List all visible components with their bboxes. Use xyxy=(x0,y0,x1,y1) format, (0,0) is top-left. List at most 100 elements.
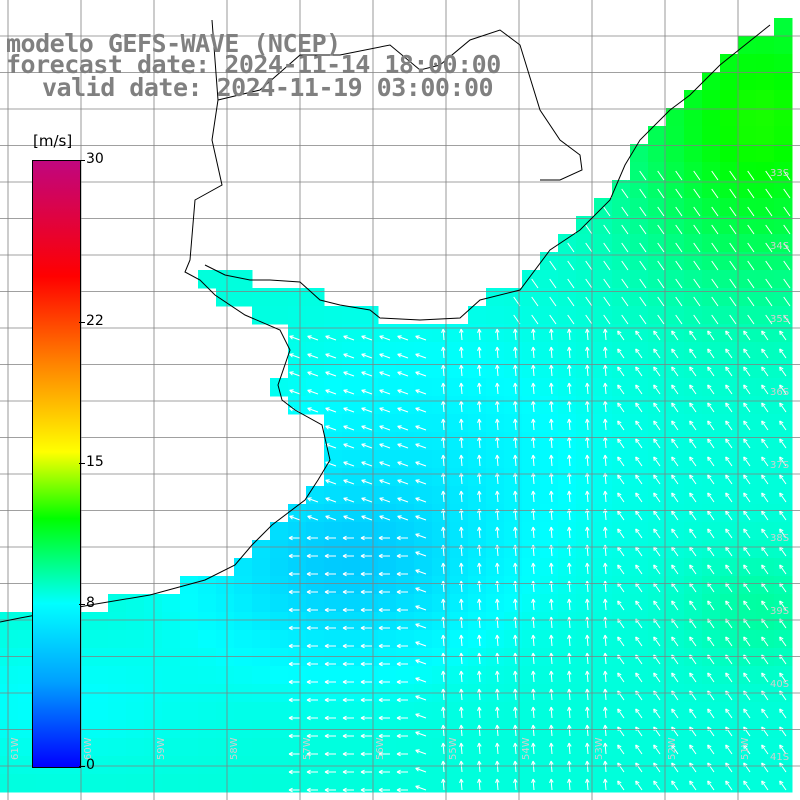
wind-cell xyxy=(324,342,343,361)
wind-cell xyxy=(720,504,739,523)
wind-cell xyxy=(270,558,289,577)
wind-cell xyxy=(486,414,505,433)
wind-cell xyxy=(720,648,739,667)
wind-arrow xyxy=(635,600,643,611)
wind-arrow xyxy=(360,715,372,721)
wind-arrow xyxy=(761,636,769,647)
wind-arrow xyxy=(761,600,769,611)
wind-arrow xyxy=(585,242,593,253)
wind-arrow xyxy=(761,528,769,539)
wind-arrow xyxy=(603,526,608,539)
wind-cell xyxy=(684,522,703,541)
wind-cell xyxy=(126,630,145,649)
wind-cell xyxy=(630,486,649,505)
wind-cell xyxy=(648,774,667,793)
wind-cell xyxy=(756,540,775,559)
wind-arrow xyxy=(693,278,701,289)
wind-arrow xyxy=(617,780,625,791)
wind-arrow xyxy=(707,402,715,413)
wind-cell xyxy=(198,774,217,793)
wind-cell xyxy=(702,522,721,541)
wind-cell xyxy=(324,630,343,649)
wind-arrow xyxy=(653,384,661,395)
wind-cell xyxy=(774,306,793,325)
wind-arrow xyxy=(567,382,572,395)
wind-cell xyxy=(684,144,703,163)
wind-arrow xyxy=(441,742,446,755)
wind-cell xyxy=(270,756,289,775)
wind-cell xyxy=(468,486,487,505)
wind-arrow xyxy=(711,170,719,181)
wind-cell xyxy=(612,396,631,415)
wind-arrow xyxy=(653,456,661,467)
wind-arrow xyxy=(415,605,427,611)
wind-arrow xyxy=(783,206,791,217)
wind-arrow xyxy=(671,366,679,377)
wind-cell xyxy=(324,360,343,379)
wind-cell xyxy=(612,360,631,379)
wind-cell xyxy=(756,432,775,451)
wind-arrow xyxy=(306,787,318,793)
wind-cell xyxy=(612,702,631,721)
wind-arrow xyxy=(603,670,608,683)
wind-arrow xyxy=(379,353,391,359)
wind-arrow xyxy=(585,760,590,773)
wind-arrow xyxy=(531,742,536,755)
wind-cell xyxy=(504,594,523,613)
wind-cell xyxy=(558,414,577,433)
wind-arrow xyxy=(639,206,647,217)
wind-cell xyxy=(612,504,631,523)
wind-cell xyxy=(684,162,703,181)
wind-arrow xyxy=(495,724,500,737)
wind-cell xyxy=(342,324,361,343)
wind-arrow xyxy=(765,242,773,253)
wind-cell xyxy=(666,216,685,235)
wind-cell xyxy=(666,162,685,181)
wind-cell xyxy=(594,378,613,397)
wind-cell xyxy=(540,288,559,307)
wind-cell xyxy=(432,648,451,667)
wind-cell xyxy=(234,756,253,775)
wind-arrow xyxy=(567,760,572,773)
wind-cell xyxy=(288,306,307,325)
wind-cell xyxy=(360,432,379,451)
wind-arrow xyxy=(477,670,482,683)
wind-arrow xyxy=(324,553,336,559)
wind-cell xyxy=(702,144,721,163)
wind-arrow xyxy=(531,314,539,325)
wind-arrow xyxy=(415,677,427,683)
wind-cell xyxy=(378,648,397,667)
wind-arrow xyxy=(761,456,769,467)
wind-cell xyxy=(702,270,721,289)
wind-cell xyxy=(540,360,559,379)
wind-arrow xyxy=(306,751,318,757)
wind-arrow xyxy=(635,780,643,791)
wind-arrow xyxy=(415,371,427,377)
wind-cell xyxy=(594,432,613,451)
wind-arrow xyxy=(325,425,337,431)
wind-cell xyxy=(594,540,613,559)
wind-arrow xyxy=(531,724,536,737)
wind-arrow xyxy=(707,708,715,719)
wind-arrow xyxy=(342,571,354,577)
wind-arrow xyxy=(361,497,373,503)
wind-cell xyxy=(522,504,541,523)
wind-arrow xyxy=(360,679,372,685)
wind-arrow xyxy=(459,670,464,683)
wind-arrow xyxy=(671,564,679,575)
wind-cell xyxy=(108,648,127,667)
wind-cell xyxy=(144,666,163,685)
wind-cell xyxy=(756,378,775,397)
wind-cell xyxy=(180,594,199,613)
wind-cell xyxy=(576,756,595,775)
wind-arrow xyxy=(671,474,679,485)
wind-cell xyxy=(360,360,379,379)
wind-cell xyxy=(90,756,109,775)
wind-cell xyxy=(648,558,667,577)
wind-cell xyxy=(540,522,559,541)
wind-cell xyxy=(414,666,433,685)
wind-arrow xyxy=(779,780,787,791)
wind-arrow xyxy=(343,335,355,341)
wind-arrow xyxy=(765,314,773,325)
wind-cell xyxy=(612,630,631,649)
